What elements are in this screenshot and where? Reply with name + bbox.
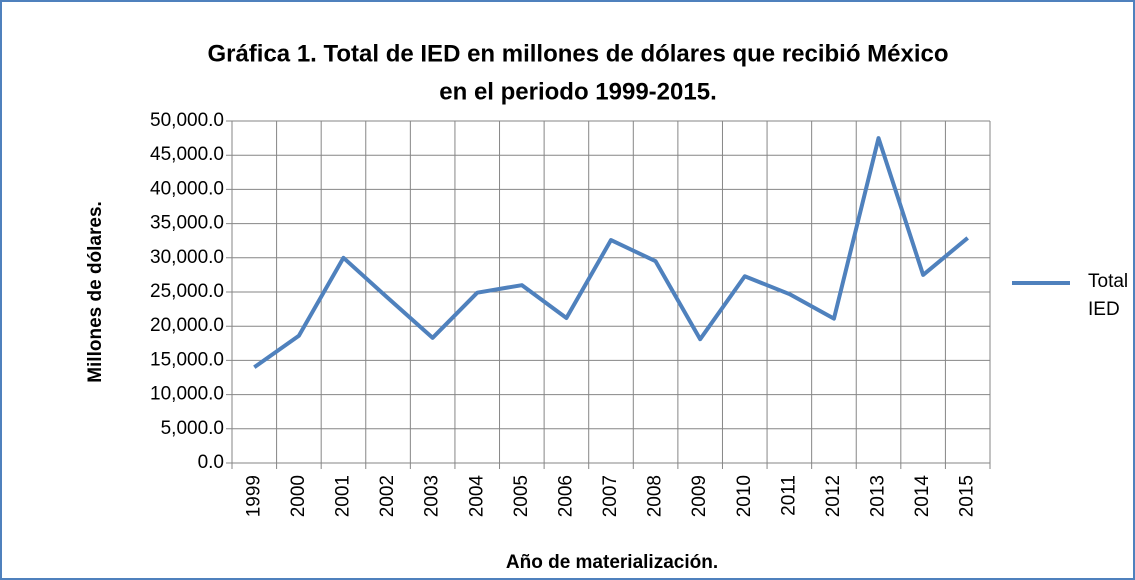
y-tick-label: 0.0	[198, 452, 224, 473]
y-tick-label: 5,000.0	[161, 418, 224, 439]
chart-title: en el periodo 1999-2015.	[439, 78, 716, 105]
x-tick-label: 2010	[734, 475, 755, 517]
x-tick-label: 2013	[868, 475, 889, 517]
x-tick-label: 2005	[511, 475, 532, 517]
x-tick-label: 2001	[332, 475, 353, 517]
x-axis-title: Año de materialización.	[506, 552, 718, 573]
x-tick-label: 2003	[422, 475, 443, 517]
x-tick-label: 2002	[377, 475, 398, 517]
x-tick-label: 2012	[823, 475, 844, 517]
legend-label: Total IED	[1088, 271, 1129, 320]
y-tick-label: 40,000.0	[150, 178, 224, 199]
x-tick-label: 2000	[288, 475, 309, 517]
y-tick-label: 45,000.0	[150, 144, 224, 165]
x-tick-label: 2011	[778, 475, 799, 516]
x-tick-label: 2007	[600, 475, 621, 517]
y-tick-label: 15,000.0	[150, 349, 224, 370]
y-tick-label: 25,000.0	[150, 281, 224, 302]
chart-title: Gráfica 1. Total de IED en millones de d…	[207, 40, 948, 67]
x-tick-label: 2006	[555, 475, 576, 517]
line-series	[253, 136, 969, 369]
y-axis-title: Millones de dólares.	[85, 201, 106, 383]
y-tick-label: 10,000.0	[150, 384, 224, 405]
y-tick-label: 30,000.0	[150, 247, 224, 268]
y-tick-label: 35,000.0	[150, 213, 224, 234]
y-tick-label: 20,000.0	[150, 315, 224, 336]
x-tick-label: 1999	[243, 475, 264, 517]
x-tick-label: 2015	[957, 475, 978, 517]
y-tick-label: 50,000.0	[150, 110, 224, 131]
x-tick-label: 2004	[466, 475, 487, 518]
x-tick-label: 2014	[912, 475, 933, 518]
x-tick-label: 2009	[689, 475, 710, 517]
x-tick-label: 2008	[645, 475, 666, 517]
